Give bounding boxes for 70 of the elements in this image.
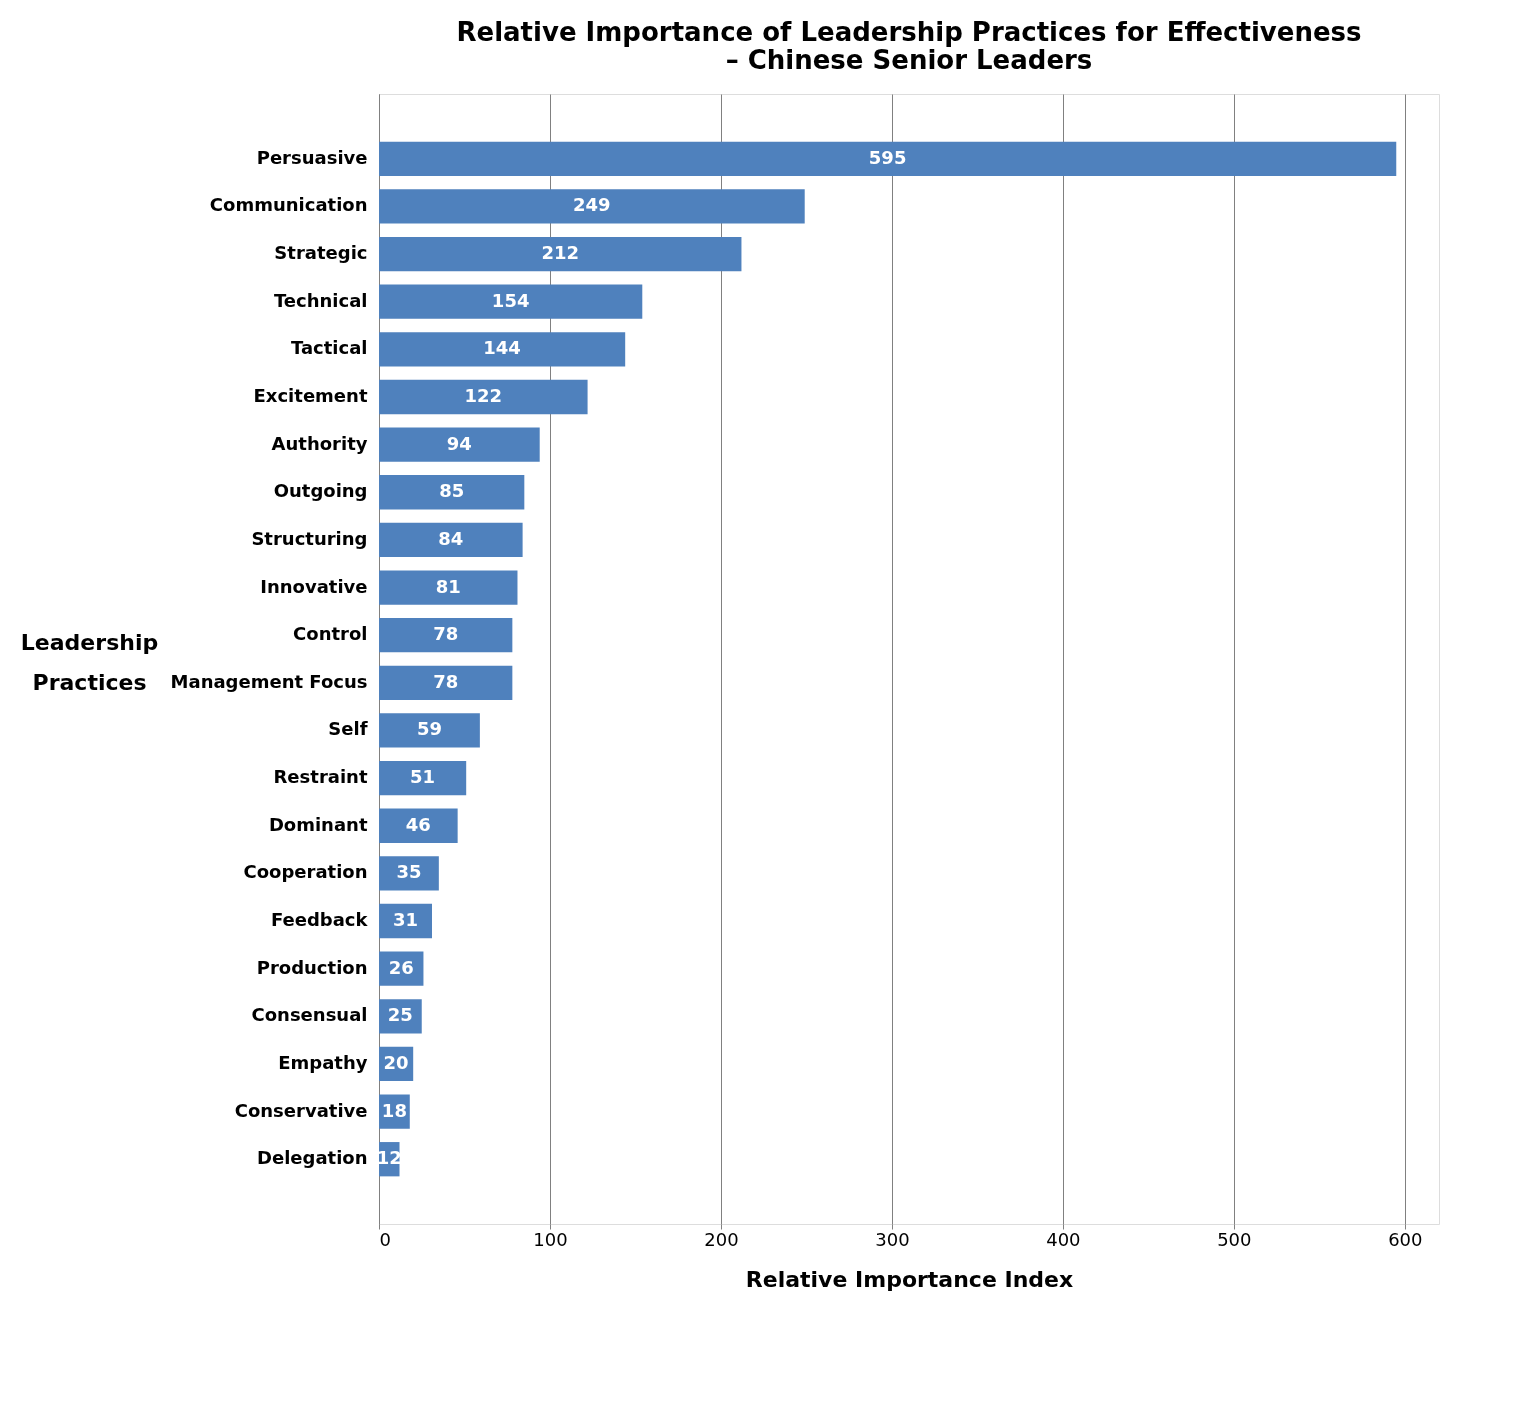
y-tick-label: Cooperation	[243, 861, 368, 883]
data-label: 12	[376, 1147, 402, 1169]
bar	[379, 427, 540, 462]
data-label: 81	[435, 575, 461, 597]
data-label: 85	[439, 480, 465, 502]
y-tick-label: Delegation	[256, 1147, 368, 1169]
y-tick-label: Structuring	[251, 527, 368, 549]
y-tick-label: Outgoing	[273, 480, 368, 502]
data-label: 20	[383, 1051, 409, 1073]
y-tick-label: Restraint	[273, 766, 368, 788]
y-tick-label: Persuasive	[256, 146, 368, 168]
bar	[379, 808, 458, 843]
x-tick-label: 0	[379, 1228, 391, 1250]
data-label: 46	[405, 813, 431, 835]
data-label: 78	[433, 670, 459, 692]
x-tick-label: 300	[875, 1228, 910, 1250]
bar	[379, 665, 513, 700]
data-label: 25	[387, 1004, 413, 1026]
y-tick-label: Empathy	[278, 1051, 368, 1073]
y-tick-label: Tactical	[290, 337, 368, 359]
bar	[379, 141, 1397, 176]
bar	[379, 760, 467, 796]
y-tick-label: Communication	[209, 194, 368, 216]
y-tick-label: Authority	[271, 432, 368, 454]
y-tick-label: Feedback	[270, 909, 369, 931]
data-label: 31	[392, 909, 419, 931]
data-label: 249	[573, 194, 611, 216]
bar	[379, 332, 626, 367]
y-tick-label: Innovative	[260, 575, 368, 597]
data-label: 84	[438, 527, 464, 549]
data-label: 78	[433, 623, 459, 645]
data-label: 122	[464, 384, 503, 406]
bar	[379, 618, 513, 653]
data-label: 18	[381, 1099, 407, 1121]
y-tick-label: Consensual	[251, 1004, 368, 1026]
bar	[379, 713, 480, 748]
x-axis-title: Relative Importance Index	[745, 1266, 1074, 1292]
data-label: 26	[388, 956, 414, 978]
x-tick-label: 600	[1388, 1228, 1423, 1250]
bar	[379, 236, 742, 272]
y-tick-label: Technical	[273, 289, 368, 311]
y-tick-label: Management Focus	[170, 670, 368, 692]
bar	[379, 856, 439, 891]
text: Relative Importance of Leadership Practices for Effectiveness	[456, 17, 1362, 47]
y-tick-label: Control	[293, 623, 368, 645]
x-tick-label: 500	[1217, 1228, 1252, 1250]
data-label: 59	[416, 718, 442, 740]
data-label: 212	[541, 242, 580, 264]
bar	[379, 284, 643, 319]
x-tick-label: 100	[533, 1228, 568, 1250]
y-tick-label: Self	[328, 718, 368, 740]
bar	[379, 475, 525, 510]
data-label: 94	[446, 432, 472, 454]
bar	[379, 189, 805, 224]
y-tick-label: Excitement	[253, 384, 368, 406]
data-label: 595	[868, 146, 907, 168]
bar	[379, 522, 523, 558]
y-tick-label: Strategic	[274, 242, 368, 264]
data-label: 35	[396, 861, 422, 883]
data-label: 154	[491, 289, 530, 311]
data-label: 51	[410, 766, 436, 788]
data-label: 144	[483, 337, 521, 359]
bar	[379, 570, 518, 605]
y-tick-label: Dominant	[268, 813, 368, 835]
y-tick-label: Production	[256, 956, 368, 978]
bar	[379, 379, 588, 415]
x-tick-label: 400	[1046, 1228, 1081, 1250]
y-tick-label: Conservative	[234, 1099, 368, 1121]
y-axis-title: Leadership Practices	[20, 629, 159, 695]
x-tick-label: 200	[704, 1228, 739, 1250]
